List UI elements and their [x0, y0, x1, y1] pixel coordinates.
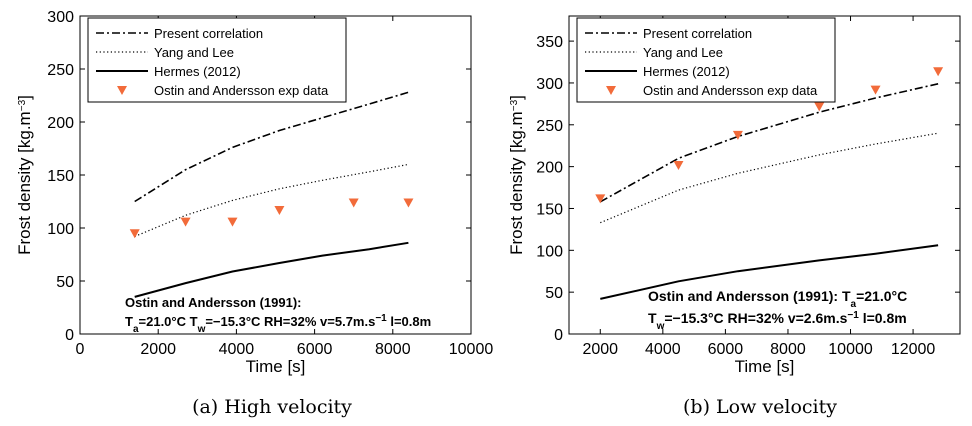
- data-point-exp: [180, 217, 191, 227]
- y-tick-label: 350: [536, 34, 563, 51]
- plot-area: [568, 15, 961, 335]
- data-point-exp: [732, 130, 743, 140]
- data-point-exp: [403, 198, 414, 208]
- y-tick-label: 100: [536, 243, 563, 260]
- x-tick-label: 8000: [770, 341, 806, 358]
- chart-panel-a: 0 2000 4000 6000 8000 10000 0 50 100 150 200 250 300…: [15, 9, 493, 418]
- legend-label: Hermes (2012): [643, 64, 730, 79]
- data-point-exp: [870, 85, 881, 95]
- y-tick-label: 50: [56, 274, 74, 291]
- data-point-exp: [274, 205, 285, 215]
- legend-box: [87, 17, 347, 103]
- series-line-solid: [600, 244, 939, 300]
- chart-panel-b: 2000 4000 6000 8000 10000 12000 0 50 100 150 200 25…: [507, 15, 961, 418]
- legend-box: [576, 17, 836, 103]
- x-tick-label: 6000: [297, 341, 333, 358]
- annotation-line-1: Ostin and Andersson (1991): Ta=21.0°C: [648, 288, 907, 310]
- y-axis-label: Frost density [kg.m−3]: [15, 95, 34, 255]
- y-tick-label: 200: [47, 115, 74, 132]
- legend-label: Ostin and Andersson exp data: [154, 83, 329, 98]
- x-tick-label: 12000: [891, 341, 936, 358]
- y-tick-label: 250: [47, 62, 74, 79]
- x-axis-label: Time [s]: [246, 357, 306, 376]
- y-tick-label: 50: [545, 285, 563, 302]
- x-tick-label: 2000: [582, 341, 618, 358]
- x-tick-label: 0: [76, 341, 85, 358]
- panel-caption: (a) High velocity: [192, 396, 352, 418]
- y-tick-label: 300: [536, 76, 563, 93]
- x-tick-label: 2000: [140, 341, 176, 358]
- annotation-line-2: Tw=−15.3°C RH=32% v=2.6m.s−1 l=0.8m: [648, 310, 907, 332]
- y-tick-label: 150: [536, 201, 563, 218]
- x-tick-label: 4000: [645, 341, 681, 358]
- y-axis-label: Frost density [kg.m−3]: [507, 95, 526, 255]
- legend-marker: [606, 86, 616, 95]
- legend-label: Yang and Lee: [154, 45, 234, 60]
- annotation-line-1: Ostin and Andersson (1991):: [125, 295, 302, 310]
- x-tick-label: 6000: [708, 341, 744, 358]
- series-line-solid: [134, 241, 409, 298]
- legend-marker: [117, 86, 127, 95]
- y-tick-label: 0: [65, 327, 74, 344]
- y-tick-label: 150: [47, 168, 74, 185]
- annotation-line-2: Ta=21.0°C Tw=−15.3°C RH=32% v=5.7m.s−1 l…: [125, 313, 431, 335]
- data-point-exp: [129, 229, 140, 239]
- series-line-dotted: [600, 132, 939, 224]
- data-point-exp: [348, 198, 359, 208]
- data-point-exp: [673, 160, 684, 170]
- data-point-exp: [227, 217, 238, 227]
- series-line-dotted: [134, 163, 409, 238]
- legend: Present correlation Yang and Lee Hermes (2…: [576, 17, 836, 103]
- x-tick-label: 10000: [449, 341, 494, 358]
- legend-label: Yang and Lee: [643, 45, 723, 60]
- y-tick-label: 300: [47, 9, 74, 26]
- legend-label: Present correlation: [154, 26, 263, 41]
- y-tick-label: 100: [47, 221, 74, 238]
- legend-label: Ostin and Andersson exp data: [643, 83, 818, 98]
- data-point-exp: [595, 194, 606, 204]
- y-tick-label: 250: [536, 118, 563, 135]
- x-tick-label: 10000: [828, 341, 873, 358]
- legend-label: Present correlation: [643, 26, 752, 41]
- data-point-exp: [814, 102, 825, 112]
- y-tick-label: 0: [554, 327, 563, 344]
- x-axis-label: Time [s]: [735, 357, 795, 376]
- data-point-exp: [933, 67, 944, 77]
- panel-caption: (b) Low velocity: [683, 396, 837, 418]
- y-tick-label: 200: [536, 160, 563, 177]
- x-tick-label: 8000: [375, 341, 411, 358]
- legend: Present correlation Yang and Lee Hermes (2…: [87, 17, 347, 103]
- x-tick-label: 4000: [219, 341, 255, 358]
- series-line-dashdot: [599, 83, 939, 203]
- legend-label: Hermes (2012): [154, 64, 241, 79]
- series-line-dashdot: [134, 91, 409, 203]
